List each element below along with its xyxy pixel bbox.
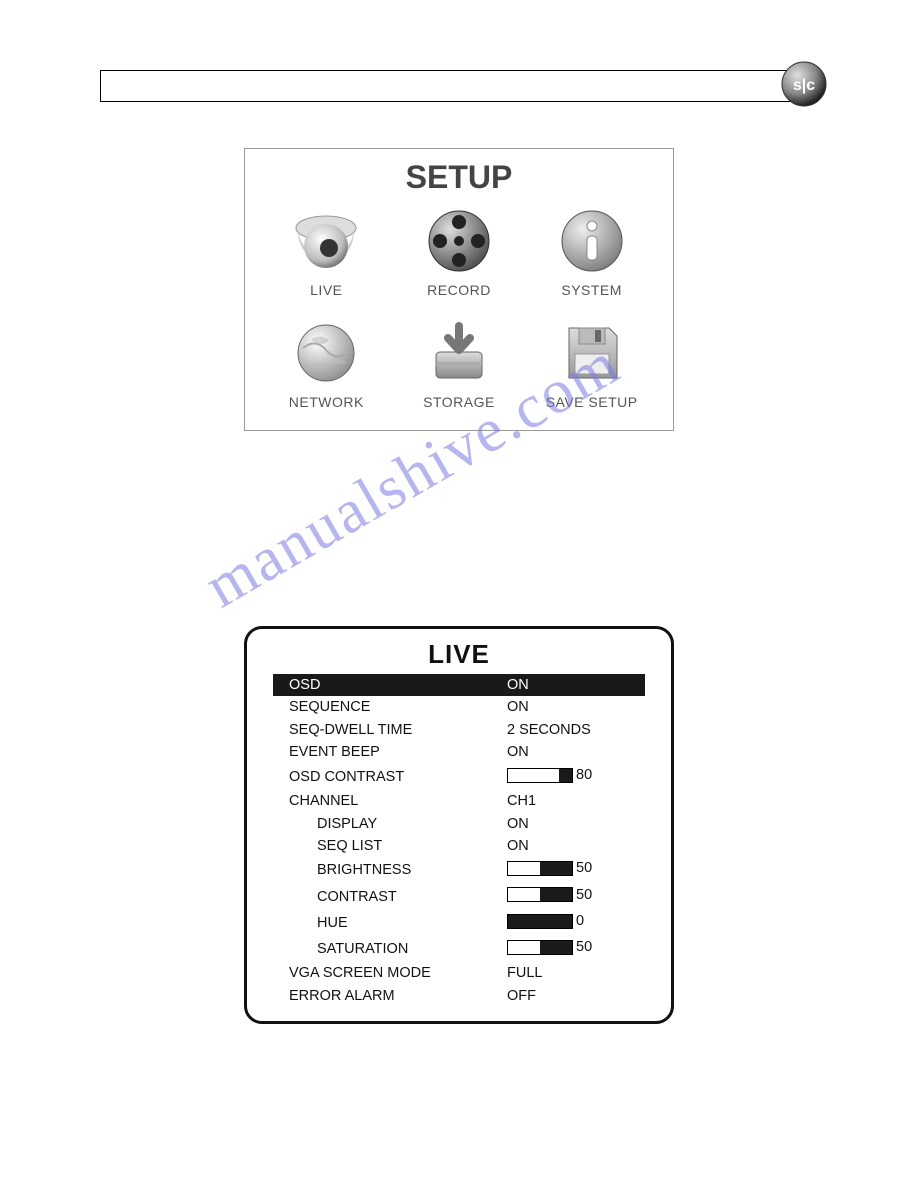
live-row[interactable]: SEQ LISTON [273,835,645,857]
live-row-label: VGA SCREEN MODE [273,962,503,984]
live-row[interactable]: BRIGHTNESS 50 [273,857,645,883]
live-rows-container: OSDONSEQUENCEONSEQ-DWELL TIME2 SECONDSEV… [273,674,645,1007]
live-row-label: OSD CONTRAST [273,766,503,788]
live-row-label: CONTRAST [273,886,503,908]
slider-bar [507,861,573,876]
live-row-value: 2 SECONDS [503,719,645,741]
live-row-label: SEQ-DWELL TIME [273,719,503,741]
live-row-label: OSD [273,674,503,696]
setup-panel: SETUP LIVE [244,148,674,431]
camera-dome-icon [291,206,361,276]
setup-item-system[interactable]: SYSTEM [530,206,653,298]
slider-fill [508,888,540,901]
live-row[interactable]: SATURATION 50 [273,936,645,962]
live-row[interactable]: OSDON [273,674,645,696]
live-row[interactable]: EVENT BEEPON [273,741,645,763]
slider-bar [507,940,573,955]
slider-value: 50 [576,857,592,879]
live-row[interactable]: SEQUENCEON [273,696,645,718]
live-row[interactable]: HUE 0 [273,910,645,936]
slider-fill [508,941,540,954]
floppy-icon [557,318,627,388]
live-row[interactable]: CONTRAST 50 [273,884,645,910]
live-row-value: 50 [503,857,645,883]
setup-item-label: NETWORK [289,394,364,410]
live-row-value: ON [503,741,645,763]
slider[interactable]: 50 [507,884,592,906]
setup-item-save-setup[interactable]: SAVE SETUP [530,318,653,410]
live-row-value: FULL [503,962,645,984]
live-row-value: ON [503,674,645,696]
setup-title: SETUP [265,159,653,196]
slider-value: 50 [576,884,592,906]
live-row-label: CHANNEL [273,790,503,812]
live-row-label: SATURATION [273,938,503,960]
live-row-value: ON [503,813,645,835]
live-row[interactable]: OSD CONTRAST 80 [273,764,645,790]
live-row[interactable]: SEQ-DWELL TIME2 SECONDS [273,719,645,741]
setup-item-storage[interactable]: STORAGE [398,318,521,410]
live-row[interactable]: VGA SCREEN MODEFULL [273,962,645,984]
disk-download-icon [424,318,494,388]
live-row-value: 80 [503,764,645,790]
live-title: LIVE [273,639,645,670]
slider-value: 80 [576,764,592,786]
setup-item-label: SAVE SETUP [546,394,638,410]
live-row-label: HUE [273,912,503,934]
live-row-value: CH1 [503,790,645,812]
slider[interactable]: 50 [507,936,592,958]
setup-item-record[interactable]: RECORD [398,206,521,298]
slider-fill [508,769,559,782]
live-row-label: SEQ LIST [273,835,503,857]
live-row-value: 0 [503,910,645,936]
live-row-value: ON [503,696,645,718]
live-row-value: 50 [503,884,645,910]
slider[interactable]: 50 [507,857,592,879]
setup-item-label: SYSTEM [561,282,622,298]
info-icon [557,206,627,276]
slider-bar [507,914,573,929]
slider[interactable]: 80 [507,764,592,786]
live-row[interactable]: ERROR ALARMOFF [273,985,645,1007]
slider-value: 50 [576,936,592,958]
live-row-label: BRIGHTNESS [273,859,503,881]
setup-item-live[interactable]: LIVE [265,206,388,298]
slider-bar [507,887,573,902]
live-row-value: 50 [503,936,645,962]
setup-item-network[interactable]: NETWORK [265,318,388,410]
setup-item-label: STORAGE [423,394,495,410]
live-row-label: SEQUENCE [273,696,503,718]
sc-logo: s|c [780,60,828,108]
live-row-value: ON [503,835,645,857]
slider[interactable]: 0 [507,910,584,932]
slider-value: 0 [576,910,584,932]
film-reel-icon [424,206,494,276]
header-bar [100,70,818,102]
globe-icon [291,318,361,388]
slider-bar [507,768,573,783]
setup-grid: LIVE RECORD [265,206,653,410]
live-panel: LIVE OSDONSEQUENCEONSEQ-DWELL TIME2 SECO… [244,626,674,1024]
live-row-label: DISPLAY [273,813,503,835]
live-row[interactable]: CHANNELCH1 [273,790,645,812]
live-row-value: OFF [503,985,645,1007]
live-row-label: ERROR ALARM [273,985,503,1007]
svg-text:s|c: s|c [793,77,815,94]
setup-item-label: RECORD [427,282,491,298]
live-row[interactable]: DISPLAYON [273,813,645,835]
live-row-label: EVENT BEEP [273,741,503,763]
slider-fill [508,862,540,875]
setup-item-label: LIVE [310,282,342,298]
